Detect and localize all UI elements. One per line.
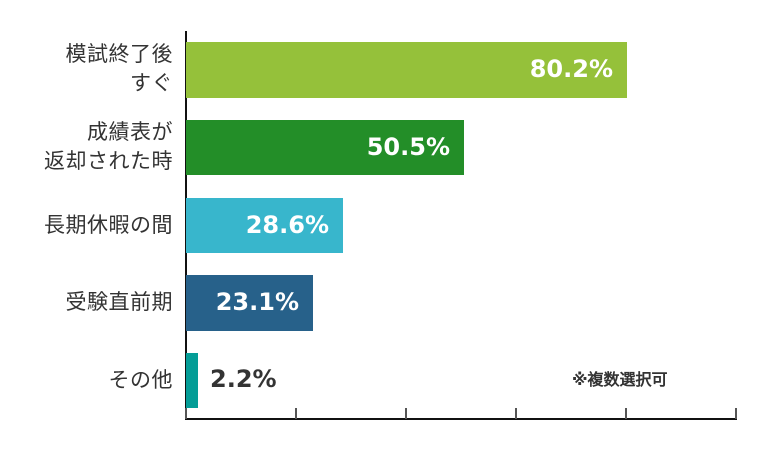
x-axis-tick xyxy=(625,408,627,419)
x-axis-tick xyxy=(295,408,297,419)
bar-0 xyxy=(186,42,627,98)
x-axis-line xyxy=(185,418,737,420)
bar-3 xyxy=(186,275,313,331)
x-axis-tick xyxy=(405,408,407,419)
bar-1 xyxy=(186,120,464,175)
category-label-0: 模試終了後 すぐ xyxy=(65,42,173,95)
bar-4 xyxy=(186,353,198,408)
value-label-4: 2.2% xyxy=(210,365,277,393)
x-axis-tick xyxy=(735,408,737,419)
value-label-2: 28.6% xyxy=(245,211,329,239)
x-axis-tick xyxy=(185,408,187,419)
value-label-1: 50.5% xyxy=(366,133,450,161)
category-label-1: 成績表が 返却された時 xyxy=(44,120,173,173)
value-label-3: 23.1% xyxy=(215,288,299,316)
category-label-4: その他 xyxy=(108,368,173,392)
value-label-0: 80.2% xyxy=(529,55,613,83)
category-label-3: 受験直前期 xyxy=(65,290,173,314)
bar-2 xyxy=(186,198,343,253)
x-axis-tick xyxy=(515,408,517,419)
multiple-choice-note: ※複数選択可 xyxy=(572,370,668,389)
category-label-2: 長期休暇の間 xyxy=(44,213,173,237)
